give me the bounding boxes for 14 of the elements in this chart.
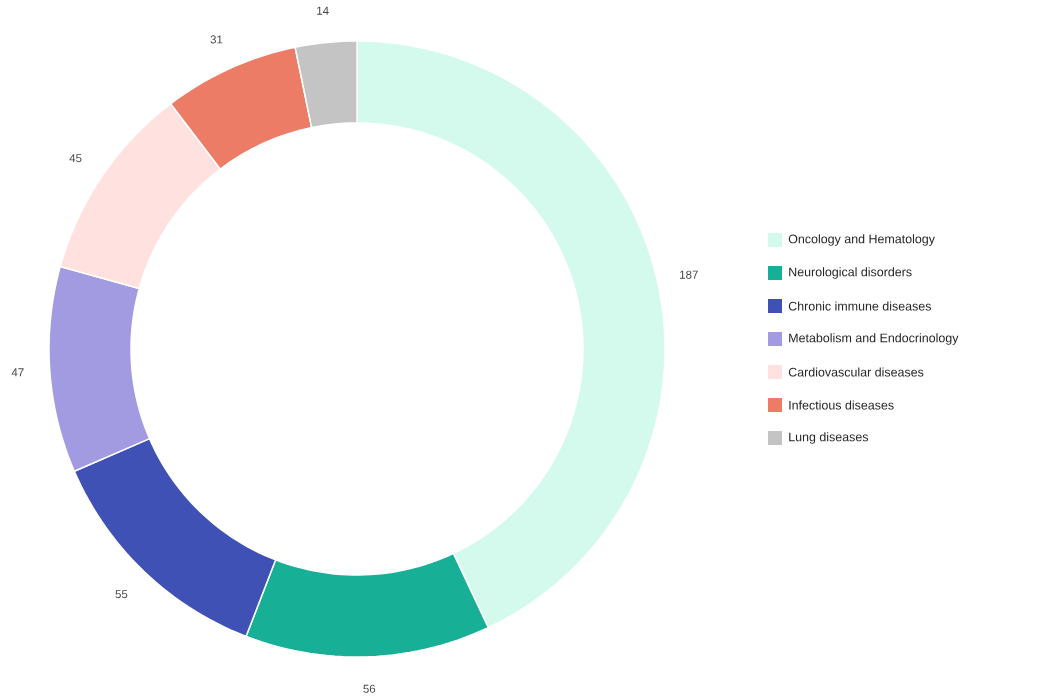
data-label: 55 bbox=[115, 590, 128, 599]
data-label: 56 bbox=[363, 684, 376, 693]
legend-label: Lung diseases bbox=[789, 432, 869, 444]
legend-label: Infectious diseases bbox=[789, 400, 894, 410]
legend-label: Cardiovascular diseases bbox=[788, 367, 924, 377]
data-label: 187 bbox=[680, 270, 698, 279]
legend-label: Oncology and Hematology bbox=[788, 234, 935, 246]
data-label: 47 bbox=[11, 368, 24, 377]
legend-label: Neurological disorders bbox=[789, 267, 912, 279]
legend-label: Metabolism and Endocrinology bbox=[789, 333, 959, 345]
data-label: 31 bbox=[210, 35, 223, 44]
data-label: 45 bbox=[69, 154, 82, 163]
legend-label: Chronic immune diseases bbox=[788, 301, 931, 311]
data-label: 14 bbox=[317, 6, 329, 15]
